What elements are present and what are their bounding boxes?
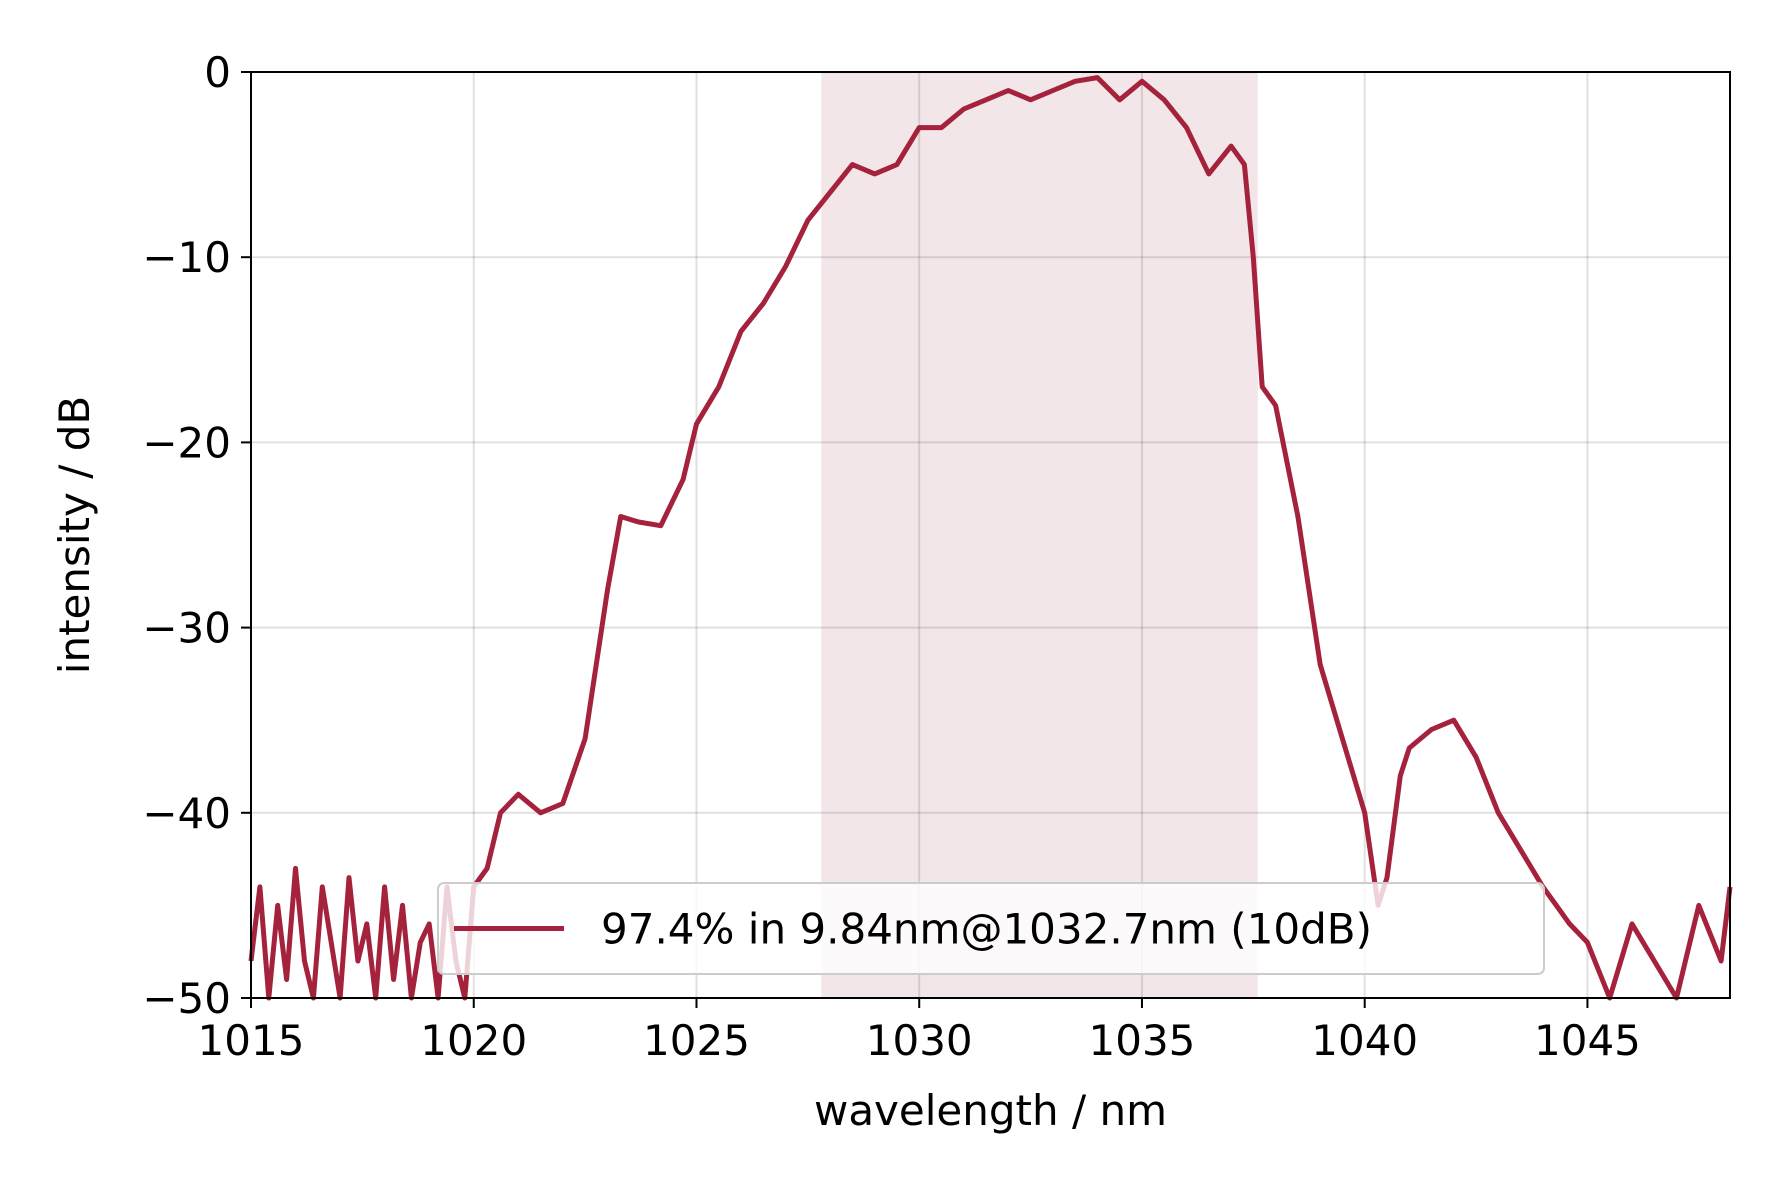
series-layer xyxy=(248,75,1733,1001)
y-tick-label: −50 xyxy=(142,974,231,1023)
x-tick-label: 1025 xyxy=(643,1016,750,1065)
shaded-band xyxy=(821,72,1258,998)
x-tick-label: 1015 xyxy=(198,1016,305,1065)
x-tick-label: 1040 xyxy=(1311,1016,1418,1065)
y-tick-label: −40 xyxy=(142,789,231,838)
x-tick-label: 1035 xyxy=(1089,1016,1196,1065)
y-tick-label: −10 xyxy=(142,233,231,282)
x-axis-label: wavelength / nm xyxy=(814,1086,1167,1135)
y-tick-label: −30 xyxy=(142,604,231,653)
y-axis: 0 −10 −20 −30 −40 −50 xyxy=(142,48,251,1023)
x-tick-label: 1020 xyxy=(420,1016,527,1065)
x-tick-label: 1030 xyxy=(866,1016,973,1065)
plot-frame xyxy=(250,71,1731,999)
y-tick-label: 0 xyxy=(204,48,231,97)
legend-box xyxy=(437,882,1545,975)
shaded-band-layer xyxy=(821,72,1258,998)
y-tick-label: −20 xyxy=(142,418,231,467)
legend-label: 97.4% in 9.84nm@1032.7nm (10dB) xyxy=(601,905,1372,954)
x-axis: 1015 1020 1025 1030 1035 1040 1045 xyxy=(198,998,1641,1065)
x-tick-label: 1045 xyxy=(1534,1016,1641,1065)
y-axis-label: intensity / dB xyxy=(50,396,99,674)
legend: 97.4% in 9.84nm@1032.7nm (10dB) xyxy=(437,882,1545,975)
series-line xyxy=(248,75,1733,1001)
plot-area xyxy=(248,71,1733,1001)
